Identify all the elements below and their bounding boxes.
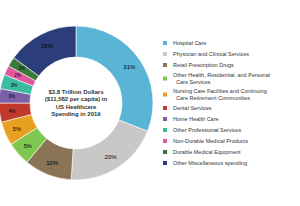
svg-text:15%: 15% — [41, 43, 54, 49]
svg-text:5%: 5% — [24, 143, 32, 149]
svg-text:Other Health, Residential, and: Other Health, Residential, and Personal — [173, 72, 270, 78]
svg-text:3%: 3% — [11, 83, 18, 88]
svg-text:Spending in 2019: Spending in 2019 — [51, 111, 101, 117]
svg-text:Durable Medical Equipment: Durable Medical Equipment — [173, 149, 241, 155]
svg-text:Home Health Care: Home Health Care — [173, 116, 219, 122]
svg-text:4%: 4% — [9, 109, 16, 114]
svg-text:$3.8 Trillion Dollars: $3.8 Trillion Dollars — [48, 89, 104, 95]
svg-text:Hospital Care: Hospital Care — [173, 40, 206, 46]
svg-text:20%: 20% — [105, 154, 118, 160]
svg-text:Non-Durable Medical Products: Non-Durable Medical Products — [173, 138, 248, 144]
svg-text:5%: 5% — [13, 126, 21, 132]
svg-text:Other Miscellaneous spending: Other Miscellaneous spending — [173, 160, 247, 166]
svg-text:2%: 2% — [14, 73, 21, 78]
svg-text:Nursing Care Facilities and Co: Nursing Care Facilities and Continuing — [173, 88, 267, 94]
svg-text:Other Professional Services: Other Professional Services — [173, 127, 241, 133]
svg-text:Care Retirement Communities: Care Retirement Communities — [173, 95, 250, 101]
svg-text:10%: 10% — [46, 160, 59, 166]
svg-text:31%: 31% — [123, 64, 136, 70]
svg-text:US Healthcare: US Healthcare — [56, 104, 97, 110]
svg-text:($11,582 per capita) in: ($11,582 per capita) in — [45, 96, 108, 102]
svg-text:2%: 2% — [18, 66, 25, 71]
svg-text:Retail Prescription Drugs: Retail Prescription Drugs — [173, 62, 234, 68]
svg-text:Care Services: Care Services — [173, 79, 211, 85]
svg-text:Physician and Clinical Service: Physician and Clinical Services — [173, 51, 249, 57]
svg-text:Dental Services: Dental Services — [173, 105, 212, 111]
svg-text:3%: 3% — [8, 94, 15, 99]
